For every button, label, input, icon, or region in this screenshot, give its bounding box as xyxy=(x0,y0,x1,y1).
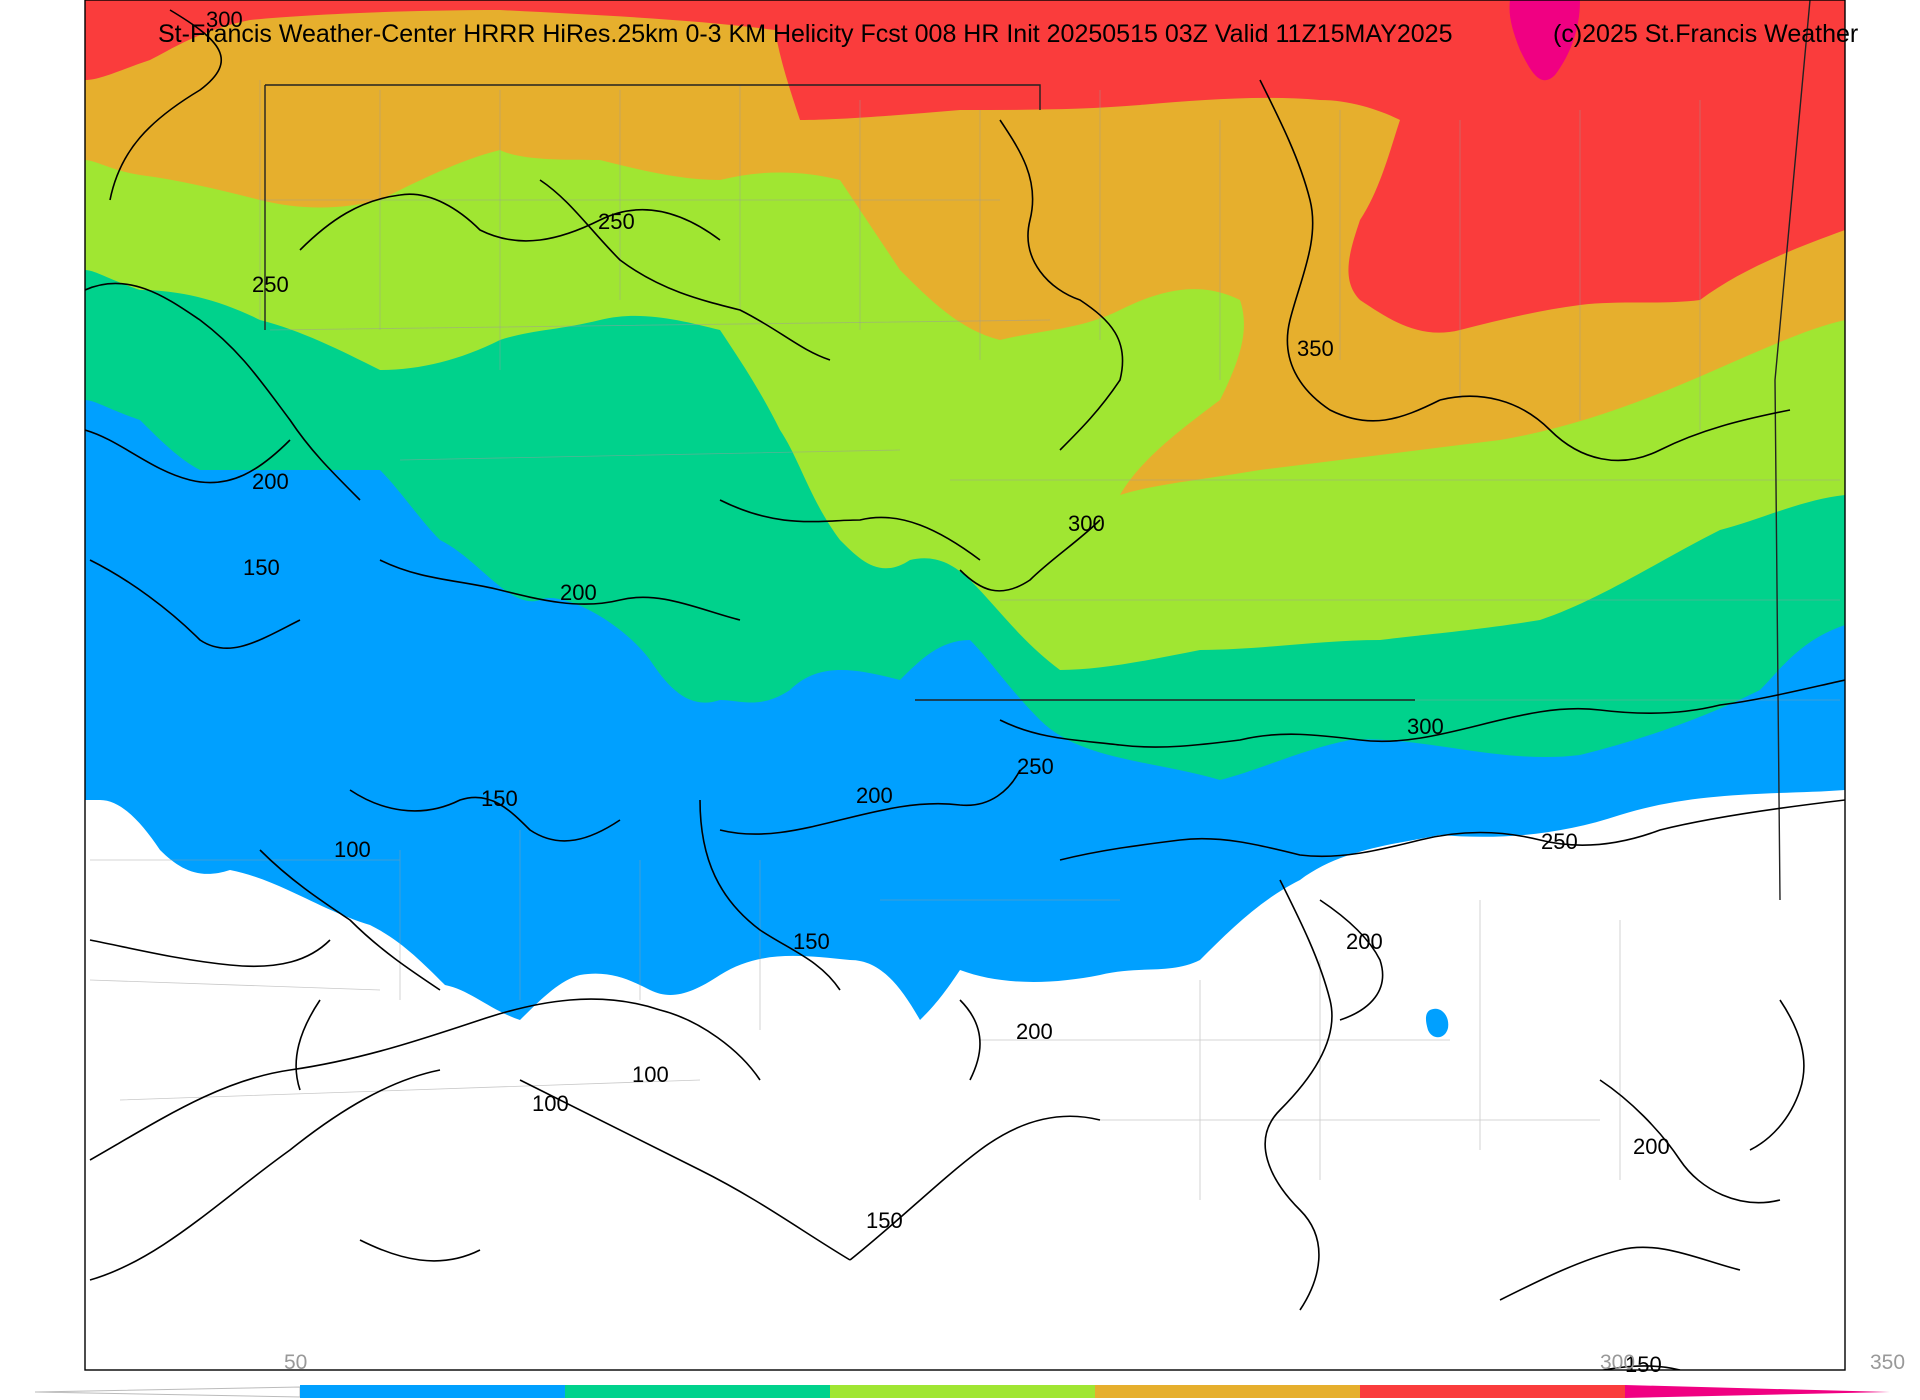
contour-label: 100 xyxy=(334,837,371,862)
map-frame xyxy=(84,0,1846,1371)
contour-label: 150 xyxy=(243,555,280,580)
colorbar-right-arrow xyxy=(1625,1385,1890,1398)
contour-label: 100 xyxy=(632,1062,669,1087)
helicity-contours xyxy=(85,9,1845,1370)
fill-red-band xyxy=(85,0,1845,333)
contour-label: 200 xyxy=(1633,1134,1670,1159)
colorbar-segment xyxy=(1360,1385,1625,1398)
contour-label: 200 xyxy=(560,580,597,605)
contour-label: 150 xyxy=(793,929,830,954)
contour-label: 150 xyxy=(481,786,518,811)
contour-label: 300 xyxy=(1068,511,1105,536)
contour-label: 100 xyxy=(532,1091,569,1116)
colorbar-segment xyxy=(300,1385,565,1398)
colorbar-left-arrow xyxy=(34,1386,301,1398)
fill-magenta-spot xyxy=(1509,0,1580,81)
colorbar-segment xyxy=(1095,1385,1360,1398)
contour-label: 200 xyxy=(856,783,893,808)
contour-label: 250 xyxy=(1017,754,1054,779)
contour-label: 200 xyxy=(252,469,289,494)
colorbar: 50 300 350 xyxy=(34,1351,1905,1398)
map-title: St-Francis Weather-Center HRRR HiRes.25k… xyxy=(158,20,1453,48)
contour-label: 300 xyxy=(206,7,243,32)
contour-label: 150 xyxy=(1625,1352,1662,1377)
contour-label: 150 xyxy=(866,1208,903,1233)
colorbar-tick-label: 50 xyxy=(284,1351,307,1374)
contour-label: 200 xyxy=(1346,929,1383,954)
colorbar-tick-label: 300 xyxy=(1600,1351,1635,1374)
contour-label: 350 xyxy=(1297,336,1334,361)
contour-label: 250 xyxy=(598,209,635,234)
colorbar-tick-label: 350 xyxy=(1870,1351,1905,1374)
contour-label: 250 xyxy=(1541,829,1578,854)
contour-labels: 300 250 250 350 200 150 200 300 300 250 … xyxy=(206,7,1670,1377)
state-boundaries xyxy=(264,0,1811,901)
contour-label: 300 xyxy=(1407,714,1444,739)
contour-label: 200 xyxy=(1016,1019,1053,1044)
colorbar-segment xyxy=(830,1385,1095,1398)
colorbar-segment xyxy=(565,1385,830,1398)
county-boundaries xyxy=(89,80,1840,1200)
copyright-credit: (c)2025 St.Francis Weather xyxy=(1553,20,1858,48)
fill-blue-spot xyxy=(1425,1008,1449,1038)
contour-label: 250 xyxy=(252,272,289,297)
